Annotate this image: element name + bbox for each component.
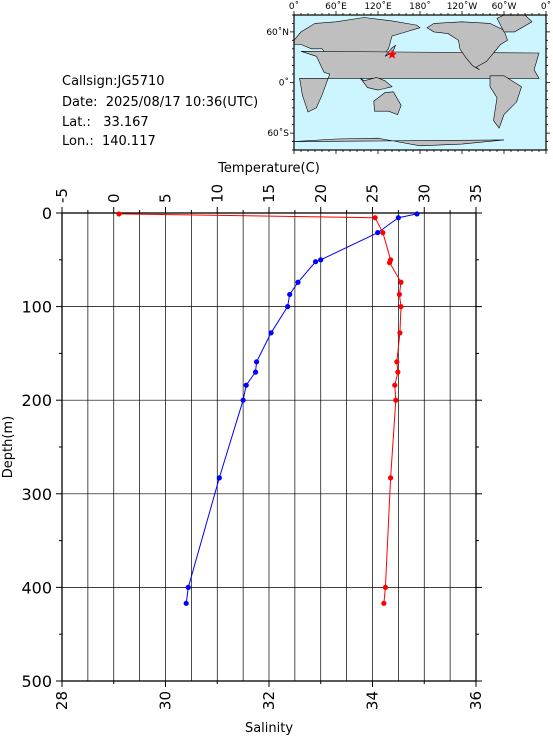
temperature-data-point [240, 397, 246, 403]
salinity-data-point [396, 291, 403, 298]
salinity-profile-line [118, 213, 402, 604]
salinity-data-point [386, 260, 393, 266]
temperature-data-point [295, 279, 301, 285]
temperature-tick-label: 5 [157, 193, 175, 203]
map-longitude-label: 120˚W [447, 1, 478, 12]
temperature-data-point [252, 369, 259, 375]
map-longitude-label: 120˚E [364, 1, 392, 12]
salinity-data-point [116, 211, 122, 217]
depth-tick-label: 0 [42, 204, 52, 223]
depth-tick-label: 300 [21, 485, 52, 504]
temperature-profile-line [185, 213, 418, 604]
salinity-data-point [394, 359, 400, 365]
map-longitude-label: 180˚ [409, 1, 431, 12]
salinity-data-point [392, 382, 398, 388]
temperature-tick-label: 30 [415, 184, 433, 203]
depth-axis-label: Depth(m) [1, 416, 16, 478]
chart-series [116, 211, 420, 606]
salinity-data-point [395, 369, 401, 375]
map-land [293, 14, 540, 150]
temperature-data-point [318, 257, 324, 263]
temperature-data-point [375, 230, 381, 236]
longitude-text: Lon.: 140.117 [62, 134, 156, 149]
salinity-data-point [398, 279, 404, 285]
salinity-axis-label: Salinity [245, 721, 293, 736]
map-longitude-label: 0˚ [541, 1, 551, 12]
map-ticks [290, 11, 550, 154]
temperature-data-point [287, 291, 293, 298]
map-land-mass [489, 75, 522, 129]
map-land-mass [360, 77, 393, 91]
temperature-data-point [243, 382, 249, 388]
temperature-data-point [285, 304, 291, 310]
salinity-data-point [372, 215, 378, 221]
temperature-tick-label: 0 [105, 193, 123, 203]
map-latitude-label: 60˚S [267, 128, 289, 139]
world-map: 0˚ 60˚E 120˚E 180˚ 120˚W 60˚W 0˚ 60˚N 0˚ 60˚S [266, 1, 551, 154]
map-latitude-label: 60˚N [266, 27, 289, 38]
temperature-tick-label: 35 [467, 184, 485, 203]
map-longitude-label: 60˚W [492, 1, 517, 12]
salinity-data-point [398, 304, 404, 310]
salinity-tick-label: 28 [53, 691, 71, 710]
salinity-data-point [380, 230, 386, 236]
depth-tick-label: 100 [21, 298, 52, 317]
temperature-data-point [414, 211, 420, 217]
temperature-data-point [183, 600, 189, 606]
map-longitude-label: 60˚E [325, 1, 347, 12]
depth-tick-label: 400 [21, 578, 52, 597]
salinity-tick-label: 32 [260, 691, 278, 710]
map-land-mass [426, 21, 508, 71]
temperature-tick-label: -5 [53, 188, 71, 203]
salinity-data-point [382, 584, 389, 590]
temperature-axis-label: Temperature(C) [217, 161, 320, 176]
temperature-data-point [185, 584, 191, 590]
temperature-tick-label: 25 [364, 184, 382, 203]
salinity-tick-label: 34 [364, 691, 382, 710]
map-latitude-label: 0˚ [279, 78, 289, 89]
salinity-tick-label: 36 [467, 691, 485, 710]
map-longitude-label: 0˚ [289, 1, 299, 12]
temperature-data-point [216, 475, 222, 481]
callsign-text: Callsign:JG5710 [62, 74, 165, 89]
temperature-data-point [253, 359, 260, 365]
chart-ticks [56, 207, 482, 687]
map-land-mass [373, 91, 402, 115]
chart-grid [61, 212, 477, 682]
temperature-tick-label: 20 [312, 184, 330, 203]
latitude-text: Lat.: 33.167 [62, 115, 149, 130]
temperature-tick-label: 10 [208, 184, 226, 203]
temperature-data-point [395, 215, 401, 221]
salinity-data-point [397, 330, 403, 336]
salinity-tick-label: 30 [157, 691, 175, 710]
date-text: Date: 2025/08/17 10:36(UTC) [62, 95, 259, 110]
salinity-data-point [388, 475, 394, 481]
salinity-data-point [381, 600, 387, 606]
temperature-data-point [312, 259, 319, 265]
temperature-tick-label: 15 [260, 184, 278, 203]
salinity-data-point [393, 397, 399, 403]
depth-tick-label: 500 [21, 672, 52, 691]
depth-tick-label: 200 [21, 391, 52, 410]
map-land-mass [299, 51, 540, 113]
station-marker-star-icon [387, 49, 397, 59]
temperature-data-point [268, 330, 274, 336]
